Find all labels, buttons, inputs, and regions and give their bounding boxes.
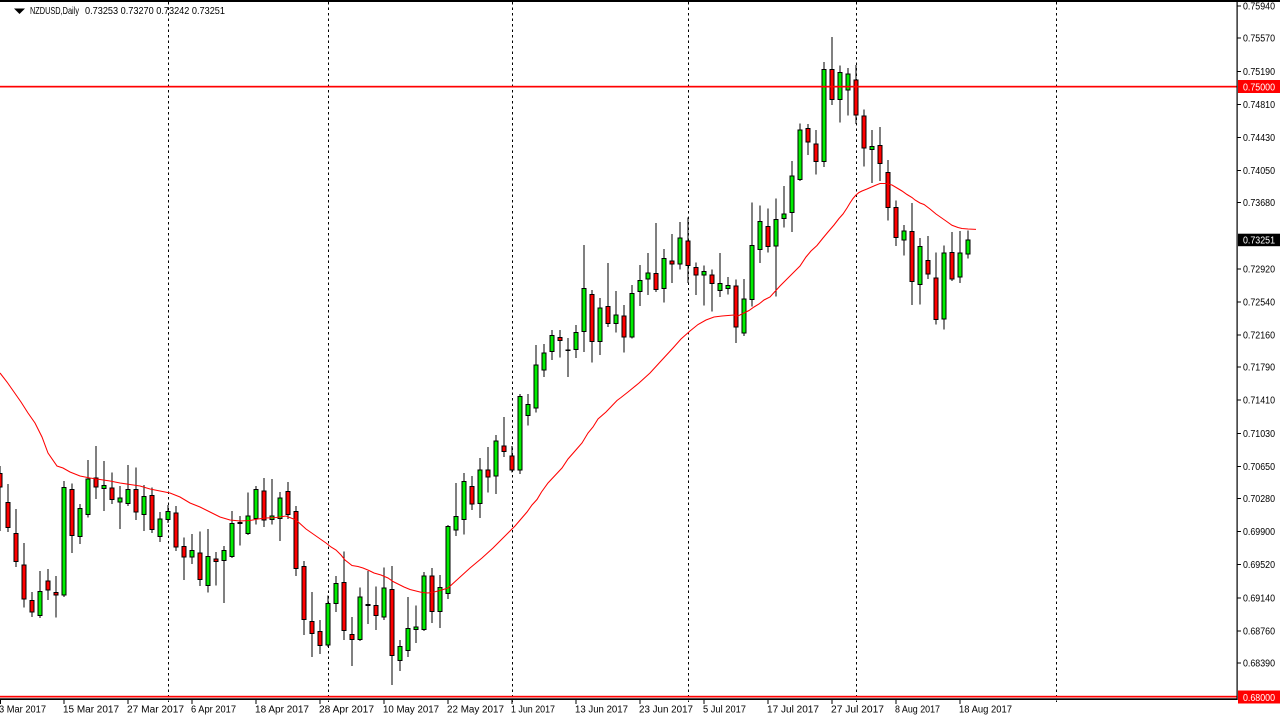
svg-text:0.71410: 0.71410	[1243, 396, 1275, 407]
svg-text:0.69140: 0.69140	[1243, 593, 1275, 604]
svg-text:0.73251: 0.73251	[1243, 236, 1275, 247]
svg-text:0.72920: 0.72920	[1243, 264, 1275, 275]
svg-text:22 May 2017: 22 May 2017	[447, 705, 504, 716]
svg-text:0.70650: 0.70650	[1243, 462, 1275, 473]
svg-text:0.68760: 0.68760	[1243, 626, 1275, 637]
svg-text:28 Apr 2017: 28 Apr 2017	[319, 705, 374, 716]
svg-text:0.75000: 0.75000	[1243, 82, 1275, 93]
svg-text:0.69520: 0.69520	[1243, 560, 1275, 571]
svg-text:3 Mar 2017: 3 Mar 2017	[0, 705, 46, 716]
svg-text:0.75940: 0.75940	[1243, 2, 1275, 13]
svg-text:0.68390: 0.68390	[1243, 659, 1275, 670]
svg-text:6 Apr 2017: 6 Apr 2017	[191, 705, 236, 716]
svg-text:10 May 2017: 10 May 2017	[383, 705, 439, 716]
svg-text:0.72540: 0.72540	[1243, 297, 1275, 308]
svg-text:13 Jun 2017: 13 Jun 2017	[575, 705, 628, 716]
svg-text:0.68000: 0.68000	[1243, 693, 1275, 704]
svg-text:0.72160: 0.72160	[1243, 331, 1275, 342]
svg-text:0.75190: 0.75190	[1243, 67, 1275, 78]
svg-text:0.71790: 0.71790	[1243, 363, 1275, 374]
svg-text:27 Mar 2017: 27 Mar 2017	[127, 705, 184, 716]
svg-text:0.74430: 0.74430	[1243, 133, 1275, 144]
svg-text:NZDUSD,Daily: NZDUSD,Daily	[30, 5, 80, 17]
svg-text:18 Apr 2017: 18 Apr 2017	[255, 705, 309, 716]
svg-text:27 Jul 2017: 27 Jul 2017	[831, 705, 884, 716]
svg-text:23 Jun 2017: 23 Jun 2017	[639, 705, 693, 716]
svg-text:5 Jul 2017: 5 Jul 2017	[703, 705, 746, 716]
svg-text:15 Mar 2017: 15 Mar 2017	[63, 705, 119, 716]
svg-text:0.74050: 0.74050	[1243, 166, 1275, 177]
svg-text:8 Aug 2017: 8 Aug 2017	[895, 705, 940, 716]
svg-text:1 Jun 2017: 1 Jun 2017	[511, 705, 555, 716]
svg-text:0.73680: 0.73680	[1243, 198, 1275, 209]
svg-text:17 Jul 2017: 17 Jul 2017	[767, 705, 819, 716]
svg-text:18 Aug 2017: 18 Aug 2017	[959, 705, 1012, 716]
svg-text:0.74810: 0.74810	[1243, 100, 1275, 111]
svg-text:0.71030: 0.71030	[1243, 429, 1275, 440]
svg-text:0.73253 0.73270 0.73242 0.7325: 0.73253 0.73270 0.73242 0.73251	[85, 5, 225, 17]
svg-text:0.70280: 0.70280	[1243, 494, 1275, 505]
svg-text:0.69900: 0.69900	[1243, 527, 1275, 538]
svg-text:0.75570: 0.75570	[1243, 34, 1275, 45]
